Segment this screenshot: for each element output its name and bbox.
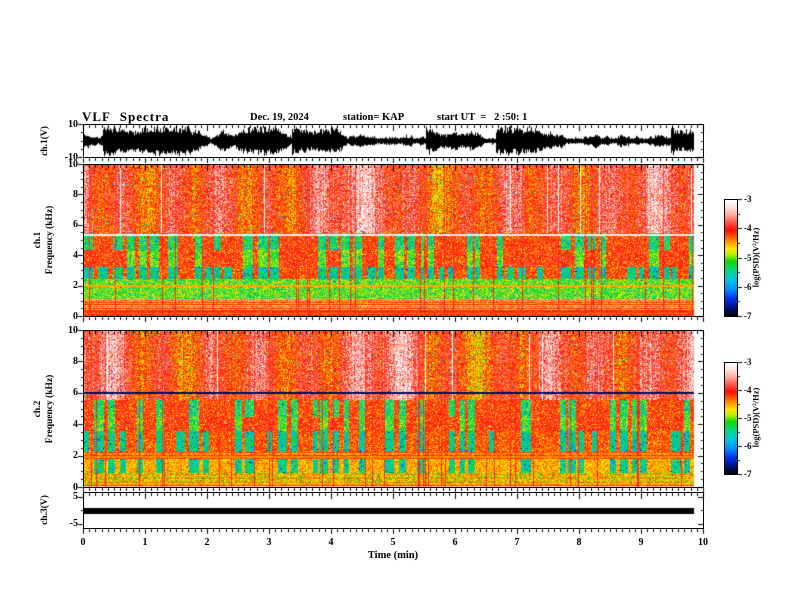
time-tick-label: 0 (80, 537, 86, 548)
ch2-spec-ytick-label: 10 (68, 324, 78, 336)
ch2-spectrogram-canvas (84, 331, 703, 487)
ch2-spec-ytick-label: 2 (73, 450, 78, 462)
time-tick-label: 3 (266, 537, 272, 548)
time-tick-label: 6 (452, 537, 458, 548)
ch2-spectrogram-panel (83, 330, 704, 488)
ch1-colorbar (724, 199, 738, 317)
plot-title: VLF Spectra (82, 109, 170, 124)
ch2-spec-ytick-label: 8 (73, 355, 78, 367)
time-tick-label: 4 (328, 537, 334, 548)
ch1-waveform-canvas (84, 125, 703, 157)
ch1-spec-ytick-label: 0 (73, 310, 78, 322)
ch1-spec-ytick-label: 2 (73, 280, 78, 292)
ch1-colorbar-label: log(PSD)(V²/Hz) (750, 227, 761, 288)
plot-start-ut: start UT = 2 :50: 1 (437, 112, 528, 123)
ch2-colorbar (724, 362, 738, 475)
time-tick-label: 5 (390, 537, 396, 548)
ch1-waveform-panel (83, 124, 704, 158)
ch3-waveform-canvas (84, 493, 703, 528)
ch1-spectrogram-canvas (84, 165, 703, 316)
ch2-spec-ytick-label: 6 (73, 387, 78, 399)
plot-date: Dec. 19, 2024 (250, 112, 309, 123)
time-tick-label: 8 (576, 537, 582, 548)
ch1-spec-ytick-label: 8 (73, 188, 78, 200)
time-tick-label: 7 (514, 537, 520, 548)
time-tick-label: 9 (638, 537, 644, 548)
ch1-spectrogram-channel-label: ch.1 (33, 231, 43, 249)
ch3-ymax-label: 5 (73, 491, 78, 502)
time-tick-label: 10 (698, 537, 708, 548)
ch1-spec-ytick-label: 4 (73, 249, 78, 261)
ch1-spectrogram-panel (83, 164, 704, 317)
time-tick-label: 2 (204, 537, 210, 548)
ch2-colorbar-label: log(PSD)(V²/Hz) (750, 387, 761, 448)
ch1-spec-ytick-label: 6 (73, 219, 78, 231)
time-tick-label: 1 (142, 537, 148, 548)
ch3-voltage-axis-label: ch.3(V) (40, 495, 50, 525)
ch2-spec-ytick-label: 4 (73, 418, 78, 430)
ch1-spec-ytick-label: 10 (68, 158, 78, 170)
ch1-wave-ymax-label: 10 (68, 118, 78, 130)
ch3-waveform-panel (83, 492, 704, 529)
plot-station: station= KAP (343, 112, 405, 123)
ch2-spectrogram-channel-label: ch.2 (33, 400, 43, 417)
x-axis-title: Time (min) (367, 550, 419, 561)
ch3-ymin-label: -5 (69, 518, 78, 529)
